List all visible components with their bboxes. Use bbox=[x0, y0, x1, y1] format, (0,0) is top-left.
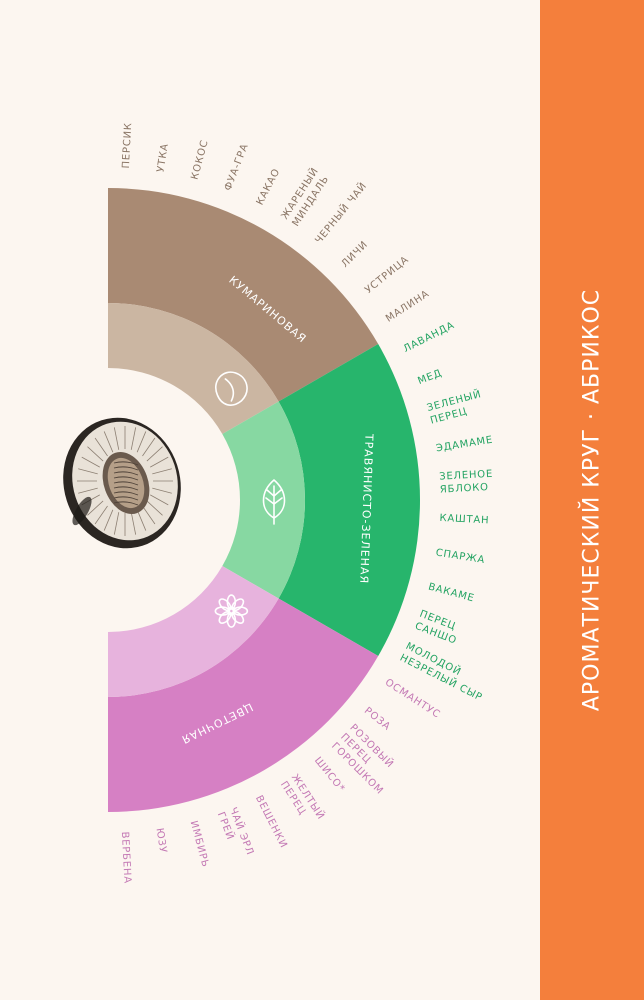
note-label: ЗЕЛЕНОЕЯБЛОКО bbox=[439, 469, 494, 496]
note-label: ВЕРБЕНА bbox=[119, 831, 133, 884]
segment-inner-coumarin bbox=[108, 303, 279, 434]
note-label: ЛАВАНДА bbox=[402, 320, 457, 355]
note-label: УСТРИЦА bbox=[363, 254, 411, 296]
note-label: КОКОС bbox=[190, 139, 211, 181]
segment-outer-coumarin bbox=[108, 188, 379, 402]
note-label: ЖАРЕНЫЙМИНДАЛЬ bbox=[278, 165, 332, 229]
note-label: РОЗА bbox=[362, 705, 393, 733]
note-label: ЗЕЛЕНЫЙПЕРЕЦ bbox=[425, 387, 486, 427]
note-label: СПАРЖА bbox=[435, 547, 486, 566]
note-label: МЕД bbox=[416, 368, 443, 387]
note-label: УТКА bbox=[155, 142, 170, 173]
apricot-illustration bbox=[63, 417, 181, 549]
note-label: ПЕРЕЦСАНШО bbox=[413, 609, 463, 647]
note-label: ПЕРСИК bbox=[121, 122, 134, 169]
note-label: КАКАО bbox=[255, 167, 283, 207]
segment-inner-floral bbox=[108, 566, 279, 697]
note-label: ЮЗУ bbox=[154, 827, 169, 854]
leaf-icon bbox=[262, 479, 286, 525]
note-label: ЖЕЛТЫЙПЕРЕЦ bbox=[278, 771, 328, 829]
note-label: ВЕШЕНКИ bbox=[253, 794, 289, 851]
note-label: КАШТАН bbox=[439, 513, 489, 527]
note-label: ВАКАМЕ bbox=[427, 582, 476, 605]
segment-outer-herbal bbox=[278, 344, 420, 656]
title-bar: АРОМАТИЧЕСКИЙ КРУГ · АБРИКОС bbox=[540, 0, 644, 1000]
segment-outer-floral bbox=[108, 598, 379, 812]
note-label: ЛИЧИ bbox=[340, 239, 371, 270]
flower-icon bbox=[214, 594, 249, 628]
bean-icon bbox=[215, 371, 248, 406]
note-label: МАЛИНА bbox=[384, 288, 432, 324]
page-title: АРОМАТИЧЕСКИЙ КРУГ · АБРИКОС bbox=[579, 288, 605, 712]
note-label: ИМБИРЬ bbox=[188, 820, 211, 869]
note-label: ОСМАНТУС bbox=[383, 677, 442, 721]
note-label: ФУА-ГРА bbox=[223, 142, 251, 192]
note-label: ЭДАМАМЕ bbox=[435, 435, 494, 455]
category-label-herbal: ТРАВЯНИСТО-ЗЕЛЕНАЯ bbox=[357, 433, 375, 585]
note-label: ЧАЙ ЭРЛГРЕЙ bbox=[215, 805, 257, 861]
